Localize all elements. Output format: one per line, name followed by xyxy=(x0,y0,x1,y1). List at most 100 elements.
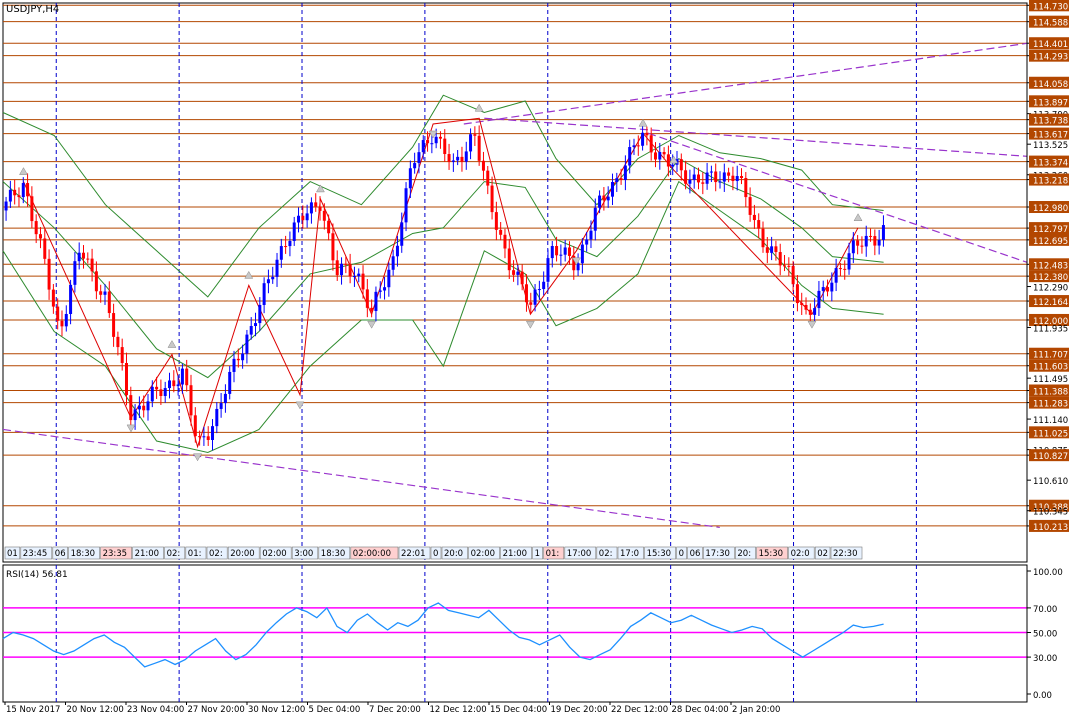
candle-body xyxy=(426,140,430,144)
price-label-box xyxy=(1029,37,1069,50)
price-tick-label: 112.483 xyxy=(1033,261,1068,271)
candle-body xyxy=(249,326,253,335)
rsi-tick-label: 0.00 xyxy=(1033,691,1052,701)
candle-body xyxy=(744,178,748,198)
candle-body xyxy=(331,233,335,261)
price-tick-label: 112.797 xyxy=(1033,225,1068,235)
candle-body xyxy=(17,195,21,198)
fractal-arrow xyxy=(193,453,202,462)
candle-body xyxy=(258,304,262,324)
candle-body xyxy=(701,182,705,184)
candle-body xyxy=(619,178,623,180)
candle-body xyxy=(697,174,701,183)
price-tick-label: 110.827 xyxy=(1033,452,1068,462)
time-strip-box xyxy=(500,546,532,560)
time-tick-label: 28 Dec 04:00 xyxy=(672,705,729,715)
candle-body xyxy=(348,264,352,277)
time-tick-label: 15 Dec 04:00 xyxy=(490,705,547,715)
candle-body xyxy=(748,197,752,215)
time-strip-box xyxy=(830,546,863,560)
time-strip-box xyxy=(468,546,500,560)
time-strip-label: 02:00 xyxy=(471,549,496,559)
candle-body xyxy=(284,246,288,248)
fractal-arrow xyxy=(853,213,863,222)
candle-body xyxy=(576,263,580,271)
time-strip-box xyxy=(441,546,468,560)
candle-body xyxy=(770,246,774,253)
bands-upper-line xyxy=(2,94,884,298)
candle-body xyxy=(378,290,382,292)
price-label-box xyxy=(1029,258,1069,271)
candle-body xyxy=(193,415,197,437)
candle-body xyxy=(851,240,855,254)
price-label-box xyxy=(1029,499,1069,512)
candle-body xyxy=(254,323,258,327)
candle-body xyxy=(262,283,266,305)
time-strip-label: 15:30 xyxy=(647,549,672,559)
time-strip-box xyxy=(814,546,831,560)
candle-body xyxy=(241,353,245,361)
candle-body xyxy=(722,172,726,182)
time-strip-label: 02:00 xyxy=(262,549,287,559)
time-strip-box xyxy=(617,546,644,560)
candle-body xyxy=(421,140,425,153)
candle-body xyxy=(43,238,47,259)
time-strip-label: 01: xyxy=(546,549,560,559)
price-panel[interactable]: 01 23:45 06 18:30 23:35 21:00 02: 01: 02: 20:00 02… xyxy=(2,2,1028,563)
time-strip-box xyxy=(132,546,164,560)
candle-body xyxy=(8,189,12,202)
candle-body xyxy=(443,138,447,155)
rsi-title: RSI(14) 56.81 xyxy=(6,570,68,580)
candle-body xyxy=(180,368,184,385)
candle-body xyxy=(38,234,42,239)
candle-body xyxy=(606,196,610,201)
candle-body xyxy=(834,268,838,283)
candle-body xyxy=(817,290,821,309)
candle-body xyxy=(146,401,150,411)
time-tick-label: 20 Nov 12:00 xyxy=(67,705,124,715)
time-strip-label: 02:0 xyxy=(791,549,810,559)
candle-body xyxy=(705,172,709,184)
candle-body xyxy=(516,271,520,275)
time-strip-label: 23:35 xyxy=(103,549,128,559)
candle-body xyxy=(800,303,804,305)
bands-middle-line xyxy=(2,157,884,379)
time-strip-box xyxy=(398,546,431,560)
candle-body xyxy=(365,289,369,308)
rsi-panel[interactable]: RSI(14) 56.81 xyxy=(2,564,1028,703)
time-strip-label: 17:00 xyxy=(567,549,592,559)
time-axis: 15 Nov 2017 20 Nov 12:00 23 Nov 04:00 27 No… xyxy=(4,702,780,715)
candle-body xyxy=(692,174,696,180)
price-tick-label: 110.213 xyxy=(1033,523,1068,533)
time-strip-box xyxy=(430,546,442,560)
price-tick-label: 114.293 xyxy=(1033,53,1068,63)
candle-body xyxy=(417,152,421,164)
candle-body xyxy=(387,269,391,288)
candle-body xyxy=(881,225,885,240)
candle-body xyxy=(361,273,365,290)
candle-body xyxy=(327,220,331,234)
trendline xyxy=(463,42,1028,125)
time-strip-box xyxy=(644,546,676,560)
time-strip-label: 20:00 xyxy=(230,549,255,559)
candle-body xyxy=(404,188,408,223)
candle-body xyxy=(56,306,60,321)
time-strip-label: 1 xyxy=(535,549,540,559)
candle-body xyxy=(460,156,464,162)
candle-body xyxy=(580,244,584,264)
price-tick-label: 113.218 xyxy=(1033,177,1068,187)
candle-body xyxy=(507,248,511,271)
candle-body xyxy=(90,258,94,272)
price-label-box xyxy=(1029,426,1069,439)
candle-body xyxy=(641,132,645,146)
time-strip-label: 06 xyxy=(690,549,701,559)
candle-body xyxy=(275,259,279,277)
candle-body xyxy=(73,261,77,285)
rsi-tick-label: 30.00 xyxy=(1033,654,1057,664)
fractal-arrow xyxy=(19,167,28,175)
time-strip-label: 02:00:00 xyxy=(353,549,391,559)
candle-body xyxy=(537,289,541,291)
candle-body xyxy=(645,132,649,136)
rsi-series xyxy=(2,602,884,668)
